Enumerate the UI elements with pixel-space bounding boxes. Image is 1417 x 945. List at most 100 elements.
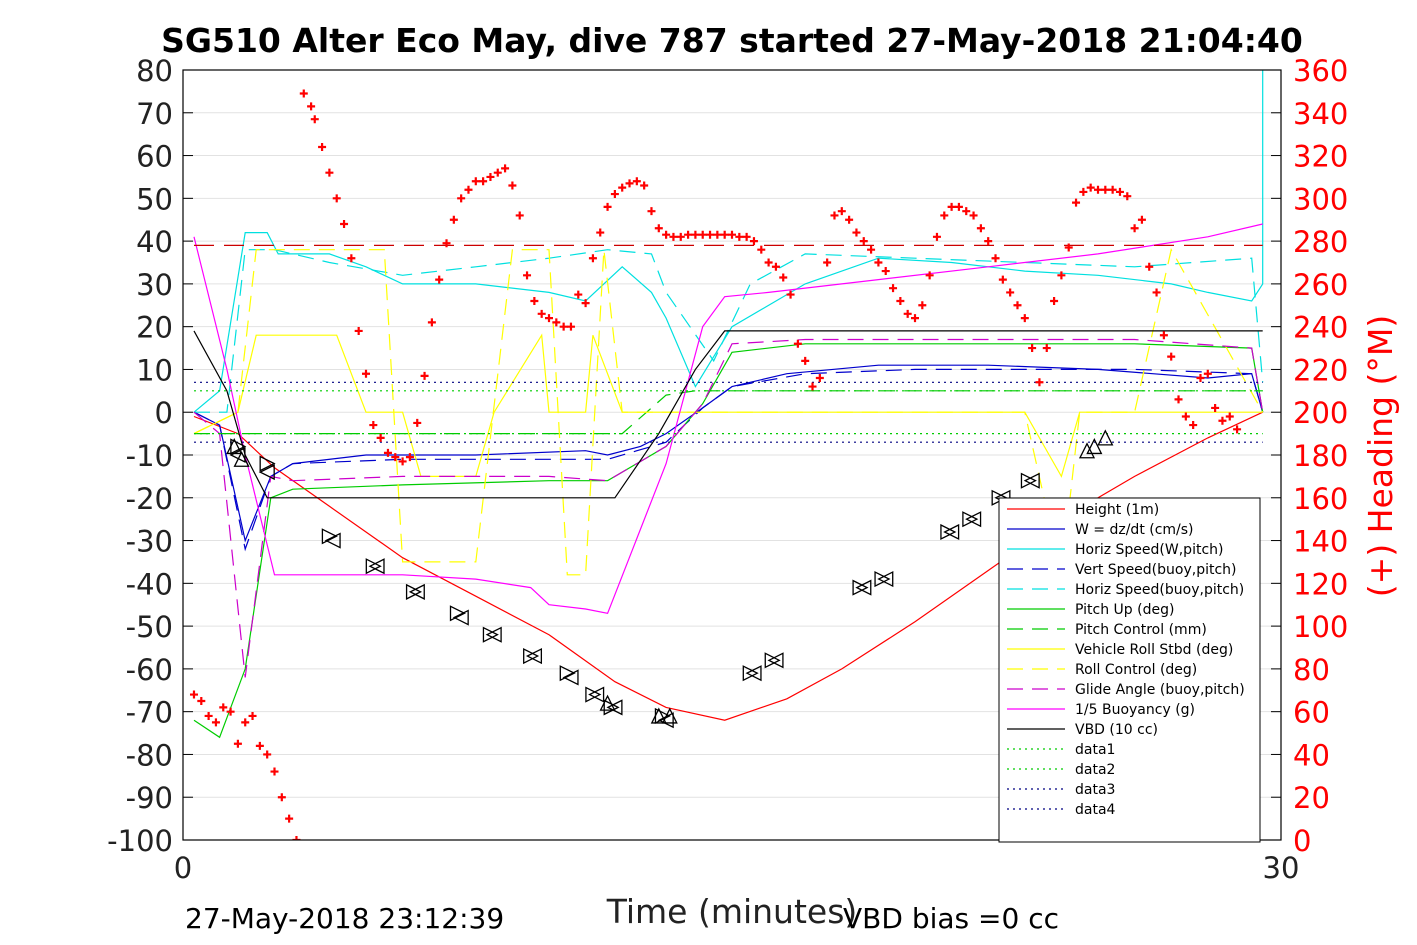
heading-point [493,168,502,177]
y-tick-label: 50 [136,182,173,216]
heading-point [830,211,839,220]
heading-point [698,230,707,239]
heading-point [1035,378,1044,387]
heading-point [771,262,780,271]
heading-point [299,89,308,98]
heading-point [720,230,729,239]
heading-point [889,284,898,293]
legend: Height (1m) W = dz/dt (cm/s) Horiz Speed(W… [998,497,1261,843]
y2-tick-label: 40 [1293,738,1330,772]
y-tick-label: -50 [126,610,173,644]
heading-point [764,258,773,267]
heading-point [918,301,927,310]
triangle-marker-up [650,707,667,724]
legend-label: Vehicle Roll Stbd (deg) [1075,642,1233,658]
triangle-marker-left [258,464,275,481]
heading-point [277,793,286,802]
y2-axis-label: (+) Heading (°M) [1361,315,1400,597]
triangle-marker-left [452,609,469,626]
heading-point [676,232,685,241]
heading-point [442,239,451,248]
heading-layer [189,89,1242,840]
heading-point [1050,297,1059,305]
heading-point [581,299,590,308]
y2-tick-label: 320 [1293,140,1348,174]
heading-point [859,237,868,246]
triangle-marker-left [525,648,543,665]
triangle-marker-right [559,665,576,682]
heading-point [530,297,539,305]
heading-point [881,267,890,276]
series-line-3 [193,368,1264,552]
heading-point [588,254,597,263]
triangle-marker-left [855,579,872,596]
heading-point [325,168,334,177]
series-line-6 [194,390,1263,435]
heading-point [318,143,327,151]
heading-point [684,230,693,239]
y2-tick-label: 300 [1293,182,1348,216]
footer-vbd-bias: VBD bias =0 cc [843,902,1059,935]
heading-point [823,258,832,267]
heading-point [552,318,561,327]
heading-point [285,814,294,823]
legend-label: data4 [1075,802,1116,818]
heading-point [647,207,656,216]
y2-tick-label: 140 [1293,525,1348,559]
marker-layer [226,429,1114,729]
y2-tick-label: 360 [1293,54,1348,88]
y2-tick-label: 100 [1293,610,1348,644]
heading-point [991,254,1000,263]
heading-point [625,179,634,188]
heading-point [654,224,663,233]
heading-point [435,275,444,284]
y2-tick-label: 60 [1293,696,1330,730]
heading-point [742,232,751,241]
series-line-2 [193,70,1264,413]
heading-point [255,741,264,750]
legend-label: VBD (10 cc) [1075,722,1158,738]
heading-point [241,718,250,727]
y-tick-label: 10 [136,353,173,387]
heading-point [969,211,978,220]
legend-label: data2 [1075,762,1115,778]
triangle-marker-right [405,583,423,600]
heading-point [226,707,235,716]
triangle-marker-right [523,648,540,665]
triangle-marker-left [485,626,502,643]
y2-tick-label: 220 [1293,353,1348,387]
legend-label: Pitch Up (deg) [1075,602,1174,618]
y2-tick-label: 160 [1293,482,1348,516]
heading-point [354,326,363,335]
heading-point [479,177,488,186]
triangle-marker-right [764,652,781,669]
heading-point [1006,288,1015,297]
series-line-10 [193,223,1263,614]
heading-point [976,224,985,233]
heading-point [1174,395,1183,404]
legend-label: data1 [1075,742,1115,758]
triangle-marker-right [259,455,276,472]
heading-point [486,172,495,181]
heading-point [369,421,378,430]
series-line-7 [193,333,1263,478]
heading-point [728,230,736,239]
triangle-marker-left [877,571,894,588]
heading-point [1218,416,1227,425]
y2-tick-label: 280 [1293,225,1348,259]
heading-point [1225,412,1234,421]
heading-point [815,374,824,382]
series-line-11 [193,330,1263,499]
triangle-marker-right [742,665,759,682]
heading-point [662,230,671,239]
heading-point [515,211,524,220]
triangle-marker-up [599,694,616,711]
heading-point [189,690,198,699]
y-tick-label: 30 [136,268,173,302]
heading-point [332,194,341,203]
heading-point [779,273,788,282]
heading-point [383,448,392,457]
triangle-marker-left [324,532,341,549]
y2-tick-label: 0 [1293,824,1311,858]
triangle-marker-left [606,699,623,716]
